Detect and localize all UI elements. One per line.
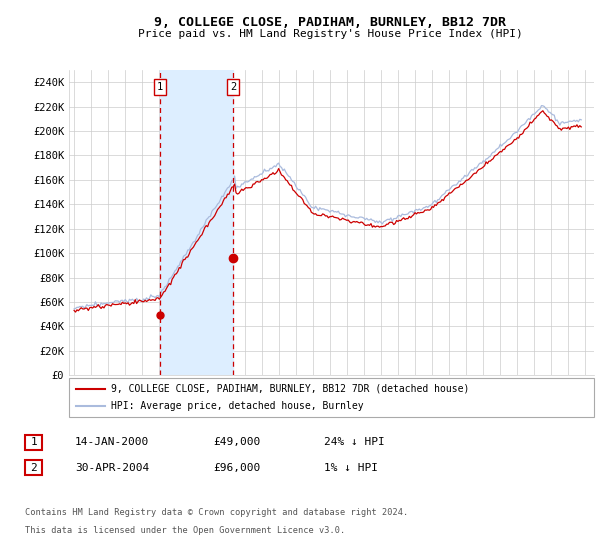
Text: 9, COLLEGE CLOSE, PADIHAM, BURNLEY, BB12 7DR: 9, COLLEGE CLOSE, PADIHAM, BURNLEY, BB12… (154, 16, 506, 29)
Text: 24% ↓ HPI: 24% ↓ HPI (324, 437, 385, 447)
Text: 14-JAN-2000: 14-JAN-2000 (75, 437, 149, 447)
Text: This data is licensed under the Open Government Licence v3.0.: This data is licensed under the Open Gov… (25, 526, 346, 535)
Text: 2: 2 (30, 463, 37, 473)
Text: 1: 1 (157, 82, 163, 92)
Text: £96,000: £96,000 (213, 463, 260, 473)
Text: 9, COLLEGE CLOSE, PADIHAM, BURNLEY, BB12 7DR (detached house): 9, COLLEGE CLOSE, PADIHAM, BURNLEY, BB12… (111, 384, 469, 394)
Text: 1% ↓ HPI: 1% ↓ HPI (324, 463, 378, 473)
Text: HPI: Average price, detached house, Burnley: HPI: Average price, detached house, Burn… (111, 401, 364, 411)
Bar (160, 70, 233, 375)
Text: 2: 2 (230, 82, 236, 92)
Text: Price paid vs. HM Land Registry's House Price Index (HPI): Price paid vs. HM Land Registry's House … (137, 29, 523, 39)
Text: Contains HM Land Registry data © Crown copyright and database right 2024.: Contains HM Land Registry data © Crown c… (25, 508, 409, 517)
Text: 30-APR-2004: 30-APR-2004 (75, 463, 149, 473)
Text: £49,000: £49,000 (213, 437, 260, 447)
Text: 1: 1 (30, 437, 37, 447)
